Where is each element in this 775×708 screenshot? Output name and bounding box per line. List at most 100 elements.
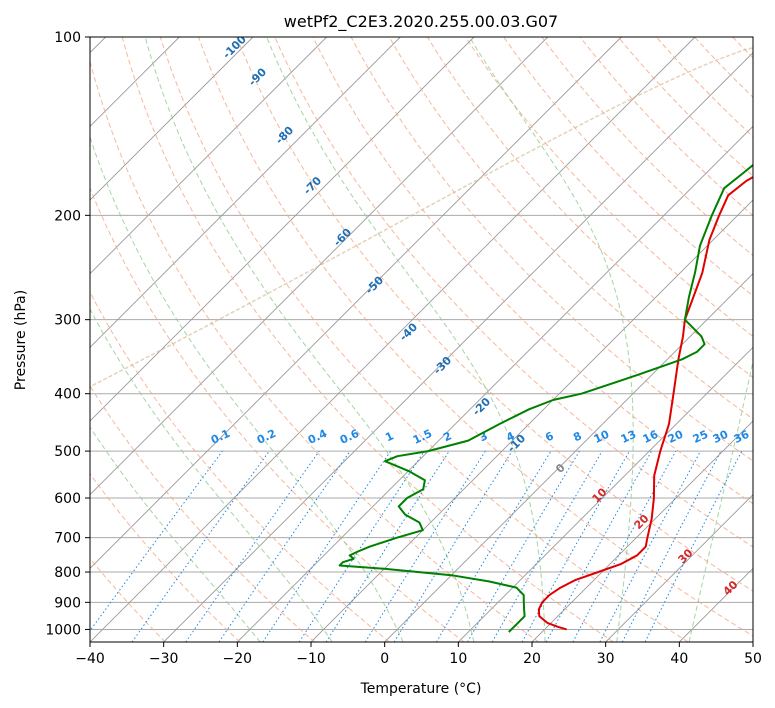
y-tick-label: 500: [54, 444, 81, 460]
x-tick-label: 40: [670, 651, 688, 667]
isotherm-line: [384, 273, 753, 642]
adiabat-label: -40: [397, 320, 420, 343]
adiabat-label: -60: [331, 226, 354, 249]
isobar-grid: [90, 37, 753, 630]
mixing-ratio-line: [90, 450, 223, 632]
dry-adiabat-line: [121, 37, 614, 642]
mixing-ratio-line: [644, 450, 743, 642]
dry-adiabat-line: [90, 291, 390, 642]
y-tick-label: 600: [54, 491, 81, 507]
x-tick-label: 30: [597, 651, 615, 667]
isotherm-grid: [90, 37, 753, 642]
y-tick-label: 900: [54, 595, 81, 611]
isotherm-line: [605, 494, 753, 642]
adiabat-label: 0: [553, 461, 568, 476]
adiabat-label: -80: [273, 124, 296, 147]
mixing-ratio-label: 0.6: [338, 427, 361, 447]
mixing-ratio-line: [393, 450, 513, 642]
adiabat-label: -50: [363, 273, 386, 296]
isotherm-line: [679, 567, 753, 642]
x-tick-label: −30: [149, 651, 179, 667]
mixing-ratio-label: 36: [732, 428, 752, 446]
mixing-ratio-label: 20: [666, 428, 686, 446]
y-tick-label: 800: [54, 565, 81, 581]
adiabat-label: 40: [721, 578, 741, 598]
sounding-series: [338, 163, 753, 633]
mixing-ratio-line: [131, 450, 270, 642]
dewpoint-profile: [338, 163, 753, 633]
dry-adiabat-line: [656, 37, 753, 138]
mixing-ratio-line: [262, 450, 392, 642]
y-tick-label: 400: [54, 387, 81, 403]
isotherm-line: [90, 37, 401, 348]
isotherm-line: [163, 52, 753, 642]
mixing-ratio-label: 25: [691, 428, 710, 446]
dry-adiabat-line: [771, 37, 775, 642]
x-tick-label: −40: [75, 651, 105, 667]
isotherm-line: [458, 346, 753, 642]
mixing-ratio-label: 30: [711, 428, 731, 446]
plot-area: -100-90-80-70-60-50-40-30-20-10010203040…: [90, 37, 775, 642]
isotherm-line: [237, 125, 753, 642]
temperature-profile: [537, 175, 753, 631]
y-tick-label: 300: [54, 313, 81, 329]
x-tick-label: 20: [523, 651, 541, 667]
x-tick-label: 0: [380, 651, 389, 667]
dry-adiabat-line: [90, 472, 241, 642]
mixing-ratio-label: 16: [641, 428, 661, 446]
isotherm-line: [310, 199, 753, 642]
dry-adiabat-line: [90, 557, 166, 642]
plot-frame: [89, 36, 754, 643]
y-axis-title: Pressure (hPa): [13, 290, 29, 390]
dry-adiabat-line: [90, 186, 465, 642]
mixing-ratio-label: 2: [441, 429, 453, 444]
dry-adiabat-line: [350, 37, 753, 462]
mixing-ratio-label: 0.2: [255, 427, 278, 447]
dry-adiabat-line: [694, 37, 753, 98]
mixing-ratio-line: [325, 450, 450, 642]
x-axis-title: Temperature (°C): [360, 681, 482, 697]
y-axis-ticks: 100 200 300 400 500 600 700 800 900 1000: [45, 30, 90, 638]
curved-reference-line: [90, 47, 753, 388]
moist-adiabat-line: [688, 358, 753, 642]
isotherm-line: [90, 37, 475, 422]
mixing-ratio-label: 8: [571, 429, 583, 444]
mixing-ratio-label: 6: [543, 429, 556, 444]
dry-adiabat-line: [465, 37, 753, 338]
y-tick-label: 1000: [45, 622, 81, 638]
isotherm-line: [752, 641, 753, 642]
dry-adiabat-line: [388, 37, 753, 420]
adiabat-label: -20: [470, 395, 493, 418]
mixing-ratio-line: [521, 450, 630, 642]
x-tick-label: −10: [296, 651, 326, 667]
dry-adiabat-line: [198, 37, 753, 637]
mixing-ratio-line: [545, 450, 653, 642]
dry-adiabats: [90, 37, 775, 642]
x-tick-label: 50: [744, 651, 762, 667]
isotherm-line: [90, 37, 548, 496]
moist-adiabat-line: [90, 135, 404, 642]
mixing-ratio-line: [185, 450, 320, 642]
y-tick-label: 700: [54, 531, 81, 547]
dry-adiabat-line: [90, 384, 316, 642]
mixing-ratio-label: 13: [619, 428, 638, 446]
moist-adiabat-line: [144, 37, 475, 642]
mixing-ratio-label: 0.4: [306, 427, 329, 447]
mixing-ratio-line: [298, 450, 425, 642]
mixing-ratio-label: 10: [592, 428, 612, 446]
isotherm-line: [531, 420, 753, 642]
x-axis-ticks: −40 −30 −20 −10 0 10 20 30 40 50: [75, 642, 762, 667]
moist-adiabat-line: [90, 426, 261, 642]
moist-adiabat-line: [762, 37, 775, 642]
curved-reference-line: [90, 47, 753, 388]
adiabat-label: 10: [590, 485, 610, 505]
x-tick-label: 10: [449, 651, 467, 667]
mixing-ratio-line: [572, 450, 677, 642]
isotherm-line: [90, 37, 622, 569]
isotherm-line: [90, 37, 254, 201]
mixing-ratio-line: [218, 450, 351, 642]
x-tick-label: −20: [223, 651, 253, 667]
chart-title: wetPf2_C2E3.2020.255.00.03.G07: [284, 12, 558, 32]
isotherm-line: [90, 37, 696, 642]
